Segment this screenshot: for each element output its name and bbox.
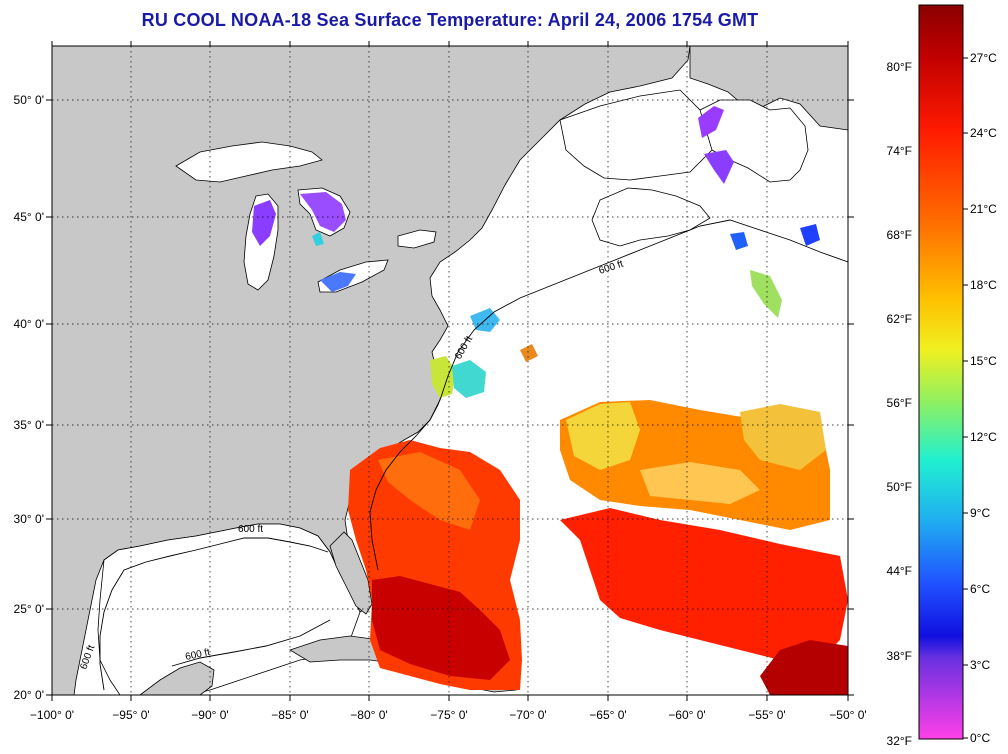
- colorbar-f-label: 80°F: [887, 60, 912, 74]
- colorbar-f-label: 56°F: [887, 396, 912, 410]
- colorbar-c-label: 6°C: [970, 582, 990, 596]
- lat-tick-label: 25° 0': [14, 602, 44, 616]
- colorbar-c-label: 9°C: [970, 506, 990, 520]
- colorbar-f-label: 38°F: [887, 649, 912, 663]
- colorbar-c-label: 0°C: [970, 731, 990, 745]
- gulf-contour-600ft-south: [171, 619, 331, 667]
- lon-tick-label: −80° 0': [350, 708, 387, 722]
- latitude-axis: 50° 0' 45° 0' 40° 0' 35° 0' 30° 0' 25° 0' 20° …: [14, 93, 854, 702]
- lake-superior: [175, 141, 323, 183]
- lat-tick-label: 45° 0': [14, 210, 44, 224]
- colorbar-f-label: 62°F: [887, 312, 912, 326]
- lake-ontario: [397, 229, 437, 249]
- contour-label-1: 600 ft: [238, 524, 263, 535]
- colorbar-f-label: 44°F: [887, 564, 912, 578]
- colorbar-f-label: 32°F: [887, 734, 912, 748]
- depth-contour-600ft: [369, 219, 848, 571]
- colorbar-c-label: 21°C: [970, 202, 997, 216]
- longitude-axis: −100° 0' −95° 0' −90° 0' −85° 0' −80° 0' −75°…: [30, 41, 867, 722]
- gulf-contour-600ft: [99, 537, 329, 691]
- lat-tick-label: 30° 0': [14, 512, 44, 526]
- map-layers: [52, 46, 848, 695]
- colorbar-f-label: 50°F: [887, 480, 912, 494]
- lon-tick-label: −95° 0': [112, 708, 149, 722]
- lon-tick-label: −70° 0': [509, 708, 546, 722]
- colorbar-f-label: 74°F: [887, 144, 912, 158]
- lat-tick-label: 50° 0': [14, 93, 44, 107]
- lat-tick-label: 20° 0': [14, 688, 44, 702]
- lon-tick-label: −75° 0': [430, 708, 467, 722]
- lon-tick-label: −85° 0': [271, 708, 308, 722]
- colorbar-c-label: 12°C: [970, 430, 997, 444]
- land-yucatan: [139, 661, 215, 695]
- lon-tick-label: −60° 0': [668, 708, 705, 722]
- colorbar-c-label: 27°C: [970, 51, 997, 65]
- lon-tick-label: −50° 0': [829, 708, 866, 722]
- colorbar-celsius-scale: 27°C 24°C 21°C 18°C 15°C 12°C 9°C 6°C 3°C 0°C: [963, 51, 997, 745]
- sst-warm-region: [348, 400, 848, 695]
- lon-tick-label: −100° 0': [30, 708, 74, 722]
- gulf-st-lawrence: [559, 89, 713, 181]
- contour-label-3: 600 ft: [184, 647, 211, 663]
- lat-tick-label: 40° 0': [14, 317, 44, 331]
- colorbar-fahrenheit-scale: 80°F 74°F 68°F 62°F 56°F 50°F 44°F 38°F 32°F: [887, 60, 912, 748]
- colorbar-c-label: 18°C: [970, 278, 997, 292]
- colorbar-c-label: 15°C: [970, 354, 997, 368]
- lon-tick-label: −65° 0': [589, 708, 626, 722]
- colorbar-f-label: 68°F: [887, 228, 912, 242]
- colorbar: [918, 4, 964, 740]
- map-title: RU COOL NOAA-18 Sea Surface Temperature:…: [141, 10, 759, 30]
- lon-tick-label: −55° 0': [748, 708, 785, 722]
- colorbar-c-label: 3°C: [970, 658, 990, 672]
- land-canada-maritime: [689, 46, 848, 131]
- lat-tick-label: 35° 0': [14, 418, 44, 432]
- map-frame: [51, 45, 849, 696]
- lon-tick-label: −90° 0': [191, 708, 228, 722]
- colorbar-c-label: 24°C: [970, 126, 997, 140]
- sst-great-lakes: [252, 192, 356, 292]
- map-graticule: [52, 46, 848, 695]
